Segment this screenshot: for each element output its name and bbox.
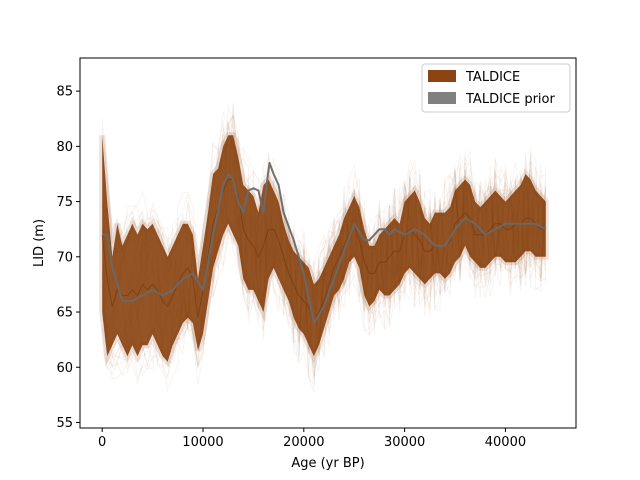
legend: TALDICE TALDICE prior: [421, 63, 571, 113]
taldice-ensemble-strand: [101, 127, 546, 379]
plot-area: [99, 102, 549, 393]
legend-label-taldice-prior: TALDICE prior: [465, 92, 555, 107]
y-tick-label: 65: [56, 306, 73, 321]
taldice-ensemble-strand: [102, 102, 547, 393]
x-tick-label: 30000: [384, 435, 425, 450]
plot-frame: [79, 57, 577, 429]
taldice-ensemble-strand: [101, 112, 547, 365]
taldice-ensemble-strand: [101, 121, 547, 369]
taldice-ensemble-strand: [101, 139, 547, 393]
taldice-ensemble-strand: [101, 114, 547, 371]
taldice-mean-line: [101, 179, 546, 325]
series-layer: [99, 102, 549, 393]
y-tick-label: 60: [56, 361, 73, 376]
taldice-ensemble-strand: [101, 131, 547, 370]
x-tick-label: 20000: [283, 435, 324, 450]
legend-box: [421, 63, 571, 113]
y-tick-label: 75: [56, 195, 73, 210]
legend-swatch-taldice-prior: [428, 92, 456, 104]
taldice-ensemble-strand: [101, 149, 547, 378]
x-tick-label: 0: [98, 435, 106, 450]
y-tick-label: 55: [56, 416, 73, 431]
x-tick-label: 40000: [485, 435, 526, 450]
taldice-ensemble-strand: [101, 115, 547, 367]
taldice-ensemble-strand: [101, 144, 547, 377]
y-axis-label: LID (m): [32, 219, 47, 267]
taldice-ensemble-strand: [101, 115, 547, 358]
taldice-ensemble-strand: [101, 139, 547, 372]
taldice-ensemble-band: [99, 132, 549, 368]
y-tick-label: 80: [56, 140, 73, 155]
taldice-ensemble-strand: [101, 124, 547, 369]
taldice-ensemble-strand: [101, 151, 547, 382]
legend-label-taldice: TALDICE: [465, 70, 520, 85]
taldice-ensemble-strand: [101, 140, 547, 376]
taldice-ensemble-strand: [101, 139, 547, 354]
taldice-prior-line: [102, 161, 547, 325]
x-axis-label: Age (yr BP): [291, 456, 364, 471]
taldice-ensemble-strand: [101, 120, 547, 367]
x-axis: 0 10000 20000 30000 40000: [98, 428, 526, 450]
taldice-ensemble-strand: [101, 155, 547, 378]
y-axis: 55 60 65 70 75 80 85: [56, 85, 80, 431]
taldice-ensemble-strand: [101, 131, 547, 362]
taldice-ensemble-strand: [101, 126, 546, 360]
taldice-ensemble-strand: [101, 118, 547, 387]
taldice-ensemble-strand: [101, 154, 547, 366]
legend-swatch-taldice: [428, 70, 456, 82]
y-tick-label: 85: [56, 85, 73, 100]
taldice-ensemble-strand: [101, 104, 547, 385]
taldice-ensemble-strand: [101, 143, 547, 356]
taldice-ensemble-strand: [101, 104, 547, 380]
y-tick-label: 70: [56, 250, 73, 265]
taldice-ensemble-strand: [101, 125, 547, 368]
x-tick-label: 10000: [182, 435, 223, 450]
